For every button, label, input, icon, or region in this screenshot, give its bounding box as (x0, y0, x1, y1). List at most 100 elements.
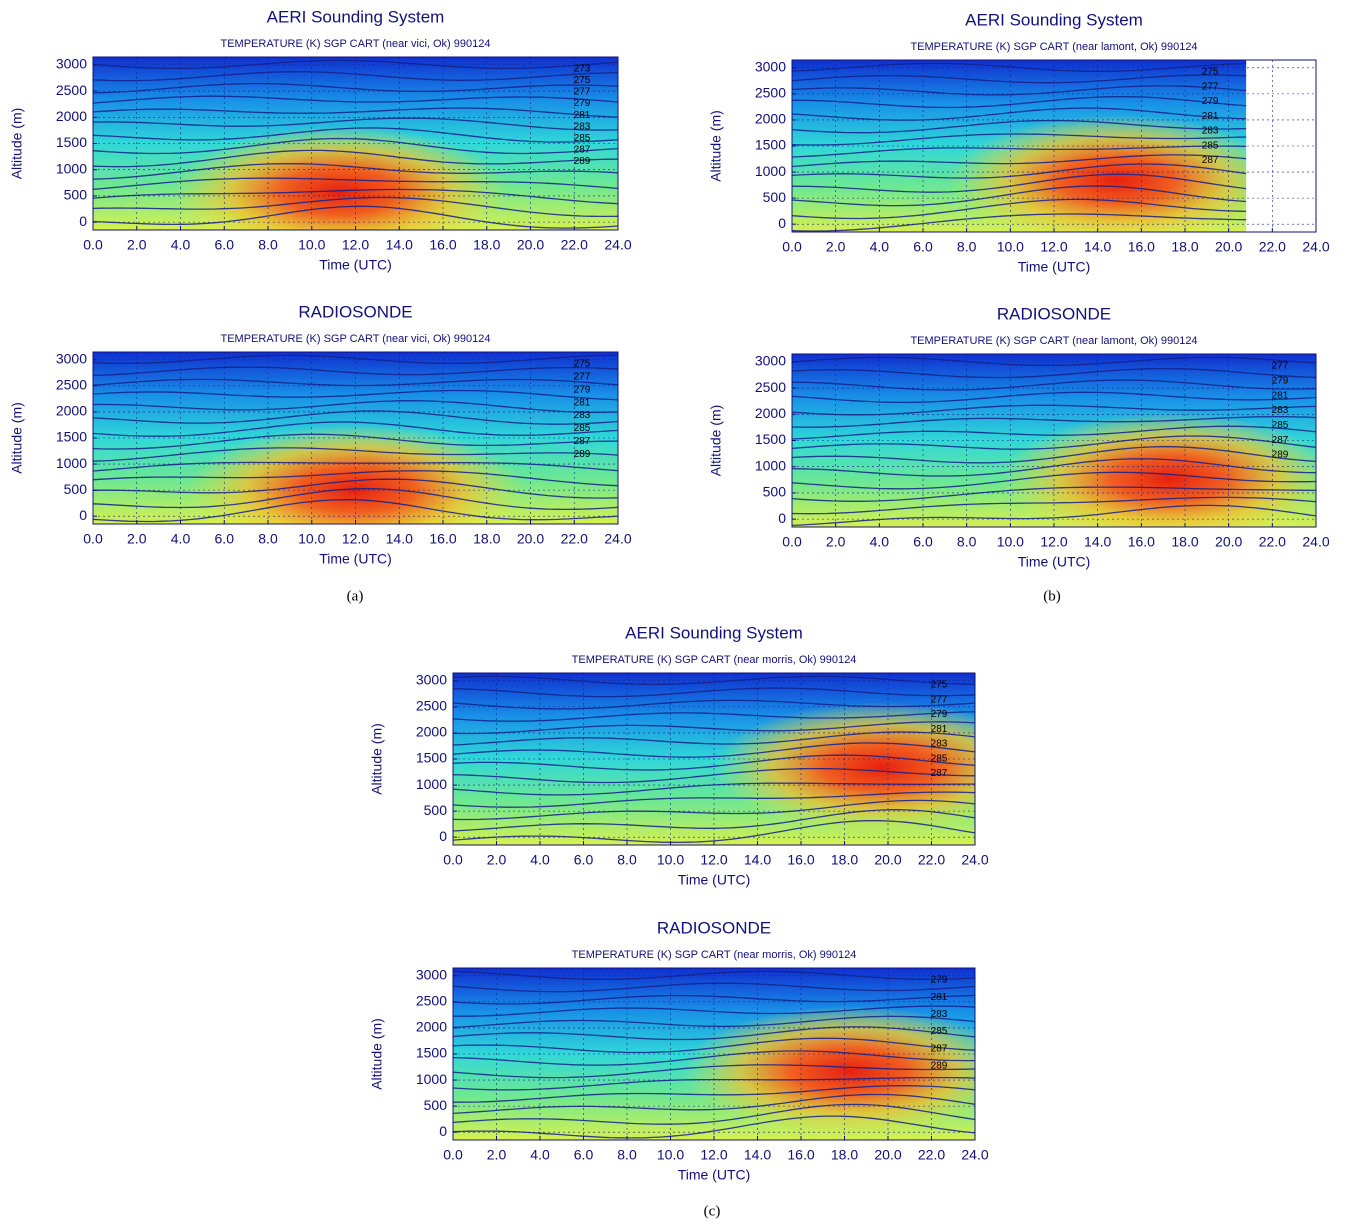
caption: (b) (1043, 588, 1061, 604)
x-tick-label: 20.0 (1215, 534, 1242, 550)
contour-label: 281 (931, 724, 948, 735)
x-tick-label: 24.0 (1302, 534, 1329, 550)
contour-line (792, 133, 1247, 146)
chart-title: RADIOSONDE (298, 302, 412, 321)
y-tick-label: 3000 (56, 56, 87, 72)
x-tick-label: 2.0 (127, 531, 147, 547)
x-tick-label: 2.0 (487, 852, 507, 868)
contour-label: 279 (574, 98, 591, 109)
field (792, 60, 1247, 232)
contour-line (792, 446, 1316, 464)
x-tick-label: 24.0 (1302, 239, 1329, 255)
contour-line (453, 1037, 975, 1054)
contour-label: 283 (931, 1009, 948, 1020)
y-tick-label: 2500 (416, 993, 447, 1009)
x-tick-label: 16.0 (787, 852, 814, 868)
x-tick-label: 2.0 (487, 1147, 507, 1163)
y-axis-label: Altitude (m) (369, 723, 385, 795)
contour-label: 287 (931, 768, 948, 779)
chart-title: RADIOSONDE (657, 918, 771, 937)
x-tick-label: 10.0 (997, 239, 1024, 255)
x-tick-label: 12.0 (700, 852, 727, 868)
x-tick-label: 16.0 (1128, 534, 1155, 550)
x-tick-label: 4.0 (870, 534, 890, 550)
contour-label: 287 (574, 144, 591, 155)
y-tick-label: 500 (64, 481, 88, 497)
x-tick-label: 4.0 (171, 531, 191, 547)
y-tick-label: 2000 (56, 108, 87, 124)
x-axis-label: Time (UTC) (1018, 554, 1091, 570)
x-tick-label: 2.0 (826, 534, 846, 550)
x-tick-label: 18.0 (1171, 239, 1198, 255)
contour-line (792, 85, 1247, 96)
x-tick-label: 18.0 (1171, 534, 1198, 550)
x-tick-label: 10.0 (657, 1147, 684, 1163)
x-tick-label: 0.0 (443, 852, 463, 868)
contour-label: 277 (1202, 81, 1219, 92)
contour-label: 287 (1272, 435, 1289, 446)
y-tick-label: 3000 (56, 351, 87, 367)
contour-label: 273 (574, 64, 591, 75)
y-tick-label: 1500 (56, 134, 87, 150)
contour-label: 279 (1202, 96, 1219, 107)
x-tick-label: 8.0 (258, 531, 278, 547)
x-tick-label: 16.0 (787, 1147, 814, 1163)
y-tick-label: 1500 (755, 431, 786, 447)
x-tick-label: 0.0 (782, 534, 802, 550)
x-tick-label: 22.0 (918, 1147, 945, 1163)
x-axis-label: Time (UTC) (678, 1167, 751, 1183)
y-tick-label: 2500 (755, 85, 786, 101)
y-axis-label: Altitude (m) (708, 405, 724, 477)
x-tick-label: 14.0 (386, 531, 413, 547)
contour-line (792, 379, 1316, 391)
y-tick-label: 500 (763, 189, 787, 205)
x-tick-label: 0.0 (83, 237, 103, 253)
y-tick-label: 1500 (416, 1045, 447, 1061)
chart-title: AERI Sounding System (625, 623, 803, 642)
chart-title: AERI Sounding System (965, 10, 1143, 29)
y-tick-label: 0 (79, 507, 87, 523)
y-tick-label: 0 (439, 828, 447, 844)
warm-region (1001, 412, 1316, 527)
x-tick-label: 22.0 (1259, 239, 1286, 255)
x-tick-label: 12.0 (342, 237, 369, 253)
y-tick-label: 500 (424, 1097, 448, 1113)
contour-label: 279 (931, 975, 948, 986)
chart-subtitle: TEMPERATURE (K) SGP CART (near lamont, O… (910, 335, 1197, 347)
contour-label: 285 (1202, 140, 1219, 151)
chart-subtitle: TEMPERATURE (K) SGP CART (near vici, Ok)… (221, 38, 491, 50)
x-tick-label: 16.0 (1128, 239, 1155, 255)
x-tick-label: 18.0 (831, 852, 858, 868)
contour-label: 277 (1272, 361, 1289, 372)
x-tick-label: 8.0 (957, 239, 977, 255)
contour-label: 275 (574, 359, 591, 370)
x-tick-label: 20.0 (517, 237, 544, 253)
x-tick-label: 6.0 (215, 531, 235, 547)
y-tick-label: 3000 (416, 672, 447, 688)
y-tick-label: 1000 (755, 163, 786, 179)
contour-label: 285 (1272, 420, 1289, 431)
x-tick-label: 24.0 (604, 237, 631, 253)
x-tick-label: 22.0 (1259, 534, 1286, 550)
chart-subtitle: TEMPERATURE (K) SGP CART (near morris, O… (572, 949, 857, 961)
x-tick-label: 2.0 (826, 239, 846, 255)
contour-line (453, 1050, 975, 1066)
contour-label: 283 (574, 410, 591, 421)
x-tick-label: 6.0 (215, 237, 235, 253)
chart-title: AERI Sounding System (267, 7, 445, 26)
contour-label: 285 (931, 1026, 948, 1037)
x-tick-label: 10.0 (657, 852, 684, 868)
y-axis-label: Altitude (m) (9, 402, 25, 474)
x-tick-label: 0.0 (443, 1147, 463, 1163)
y-tick-label: 2000 (416, 1019, 447, 1035)
contour-label: 283 (1202, 126, 1219, 137)
plot-frame (452, 967, 976, 1141)
plot-frame (92, 56, 619, 231)
x-tick-label: 10.0 (997, 534, 1024, 550)
contour-label: 285 (931, 753, 948, 764)
y-tick-label: 3000 (416, 967, 447, 983)
x-tick-label: 8.0 (617, 1147, 637, 1163)
field (792, 354, 1316, 527)
y-tick-label: 1000 (56, 455, 87, 471)
